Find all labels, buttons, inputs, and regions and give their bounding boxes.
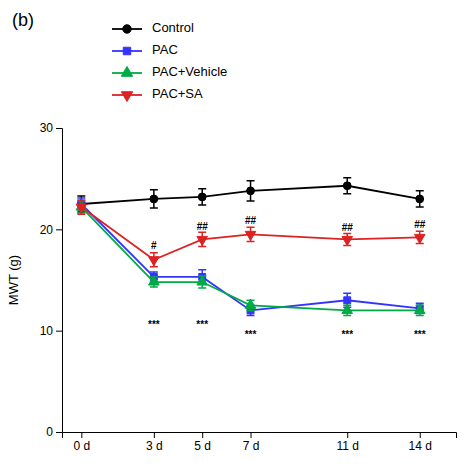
y-tick: 10 [40, 324, 62, 338]
point [197, 236, 208, 245]
legend-swatch [123, 47, 130, 54]
y-axis: 0 10 20 30 [40, 121, 63, 439]
annotation: *** [245, 329, 257, 340]
x-tick: 11 d [336, 432, 358, 453]
legend: Control PAC PAC+Vehicle PAC+SA [112, 20, 227, 101]
point [343, 182, 351, 190]
x-tick-mark [202, 432, 203, 438]
y-tick-mark [56, 432, 62, 433]
y-axis-title: MWT (g) [6, 255, 21, 305]
x-tick-mark [420, 432, 421, 438]
point [344, 297, 351, 304]
line [81, 207, 419, 260]
x-axis-line [63, 433, 457, 439]
x-tick-label: 14 d [409, 439, 432, 453]
x-tick-label: 3 d [146, 439, 163, 453]
legend-swatch [123, 25, 131, 33]
error-bar [247, 181, 255, 201]
legend-item: PAC [112, 42, 178, 57]
point [342, 236, 353, 245]
plot: 0 10 20 30 0 d 3 d 5 d 7 d 11 d 14 d *** *** *** *** *… [40, 121, 457, 452]
series [77, 198, 423, 316]
y-tick: 0 [46, 425, 62, 439]
error-bar [198, 189, 206, 205]
point [416, 195, 424, 203]
annotations: ***************######### [148, 215, 426, 341]
legend-label: PAC+Vehicle [152, 64, 227, 79]
annotation: *** [196, 319, 208, 330]
y-axis-line [56, 129, 63, 433]
series [76, 201, 425, 316]
title: (b) [12, 10, 34, 30]
annotation: ## [342, 222, 354, 233]
annotation: *** [414, 329, 426, 340]
x-tick-label: 11 d [336, 439, 358, 453]
x-tick: 3 d [146, 432, 163, 453]
annotation: # [151, 240, 157, 251]
x-tick: 14 d [409, 432, 432, 453]
y-tick-label: 0 [46, 425, 53, 439]
legend-label: Control [152, 20, 194, 35]
point [414, 304, 425, 313]
x-tick-mark [154, 432, 155, 438]
y-tick-label: 30 [40, 121, 54, 135]
annotation: ## [245, 215, 257, 226]
series [76, 200, 425, 267]
legend-label: PAC+SA [152, 86, 203, 101]
y-tick-label: 20 [40, 223, 54, 237]
legend-item: Control [112, 20, 194, 35]
x-tick: 7 d [243, 432, 260, 453]
x-axis: 0 d 3 d 5 d 7 d 11 d 14 d [63, 432, 457, 453]
legend-swatch [121, 92, 132, 102]
x-tick-label: 5 d [194, 439, 211, 453]
x-tick-label: 7 d [243, 439, 260, 453]
annotation: *** [341, 329, 353, 340]
annotation: *** [148, 319, 160, 330]
y-tick-label: 10 [40, 324, 54, 338]
legend-label: PAC [152, 42, 178, 57]
marks [76, 178, 425, 316]
point [414, 234, 425, 243]
chart: (b) 0 10 20 30 0 d 3 d 5 d 7 d 11 d 14 d *** *** *** *… [0, 0, 474, 474]
y-tick-mark [56, 229, 62, 230]
legend-item: PAC+Vehicle [112, 64, 227, 79]
x-tick-label: 0 d [73, 439, 90, 453]
y-tick-mark [56, 331, 62, 332]
x-tick-mark [347, 432, 348, 438]
y-tick: 20 [40, 223, 62, 237]
series [77, 178, 423, 212]
point [245, 231, 256, 240]
point [247, 187, 255, 195]
x-tick-mark [81, 432, 82, 438]
annotation: ## [197, 221, 209, 232]
point [76, 204, 87, 213]
point [197, 276, 208, 285]
legend-item: PAC+SA [112, 86, 203, 101]
point [149, 276, 160, 285]
line [81, 204, 419, 310]
x-tick: 5 d [194, 432, 211, 453]
legend-swatch [121, 66, 132, 76]
point [150, 195, 158, 203]
point [342, 304, 353, 313]
annotation: ## [414, 219, 426, 230]
x-tick-mark [251, 432, 252, 438]
point [198, 193, 206, 201]
point [245, 299, 256, 308]
y-tick: 30 [40, 121, 62, 135]
line [81, 186, 419, 204]
line [81, 207, 419, 310]
point [149, 257, 160, 266]
y-tick-mark [56, 128, 62, 129]
x-tick: 0 d [73, 432, 90, 453]
error-bar [343, 178, 351, 194]
error-bar [150, 190, 158, 208]
error-bar [416, 191, 424, 207]
